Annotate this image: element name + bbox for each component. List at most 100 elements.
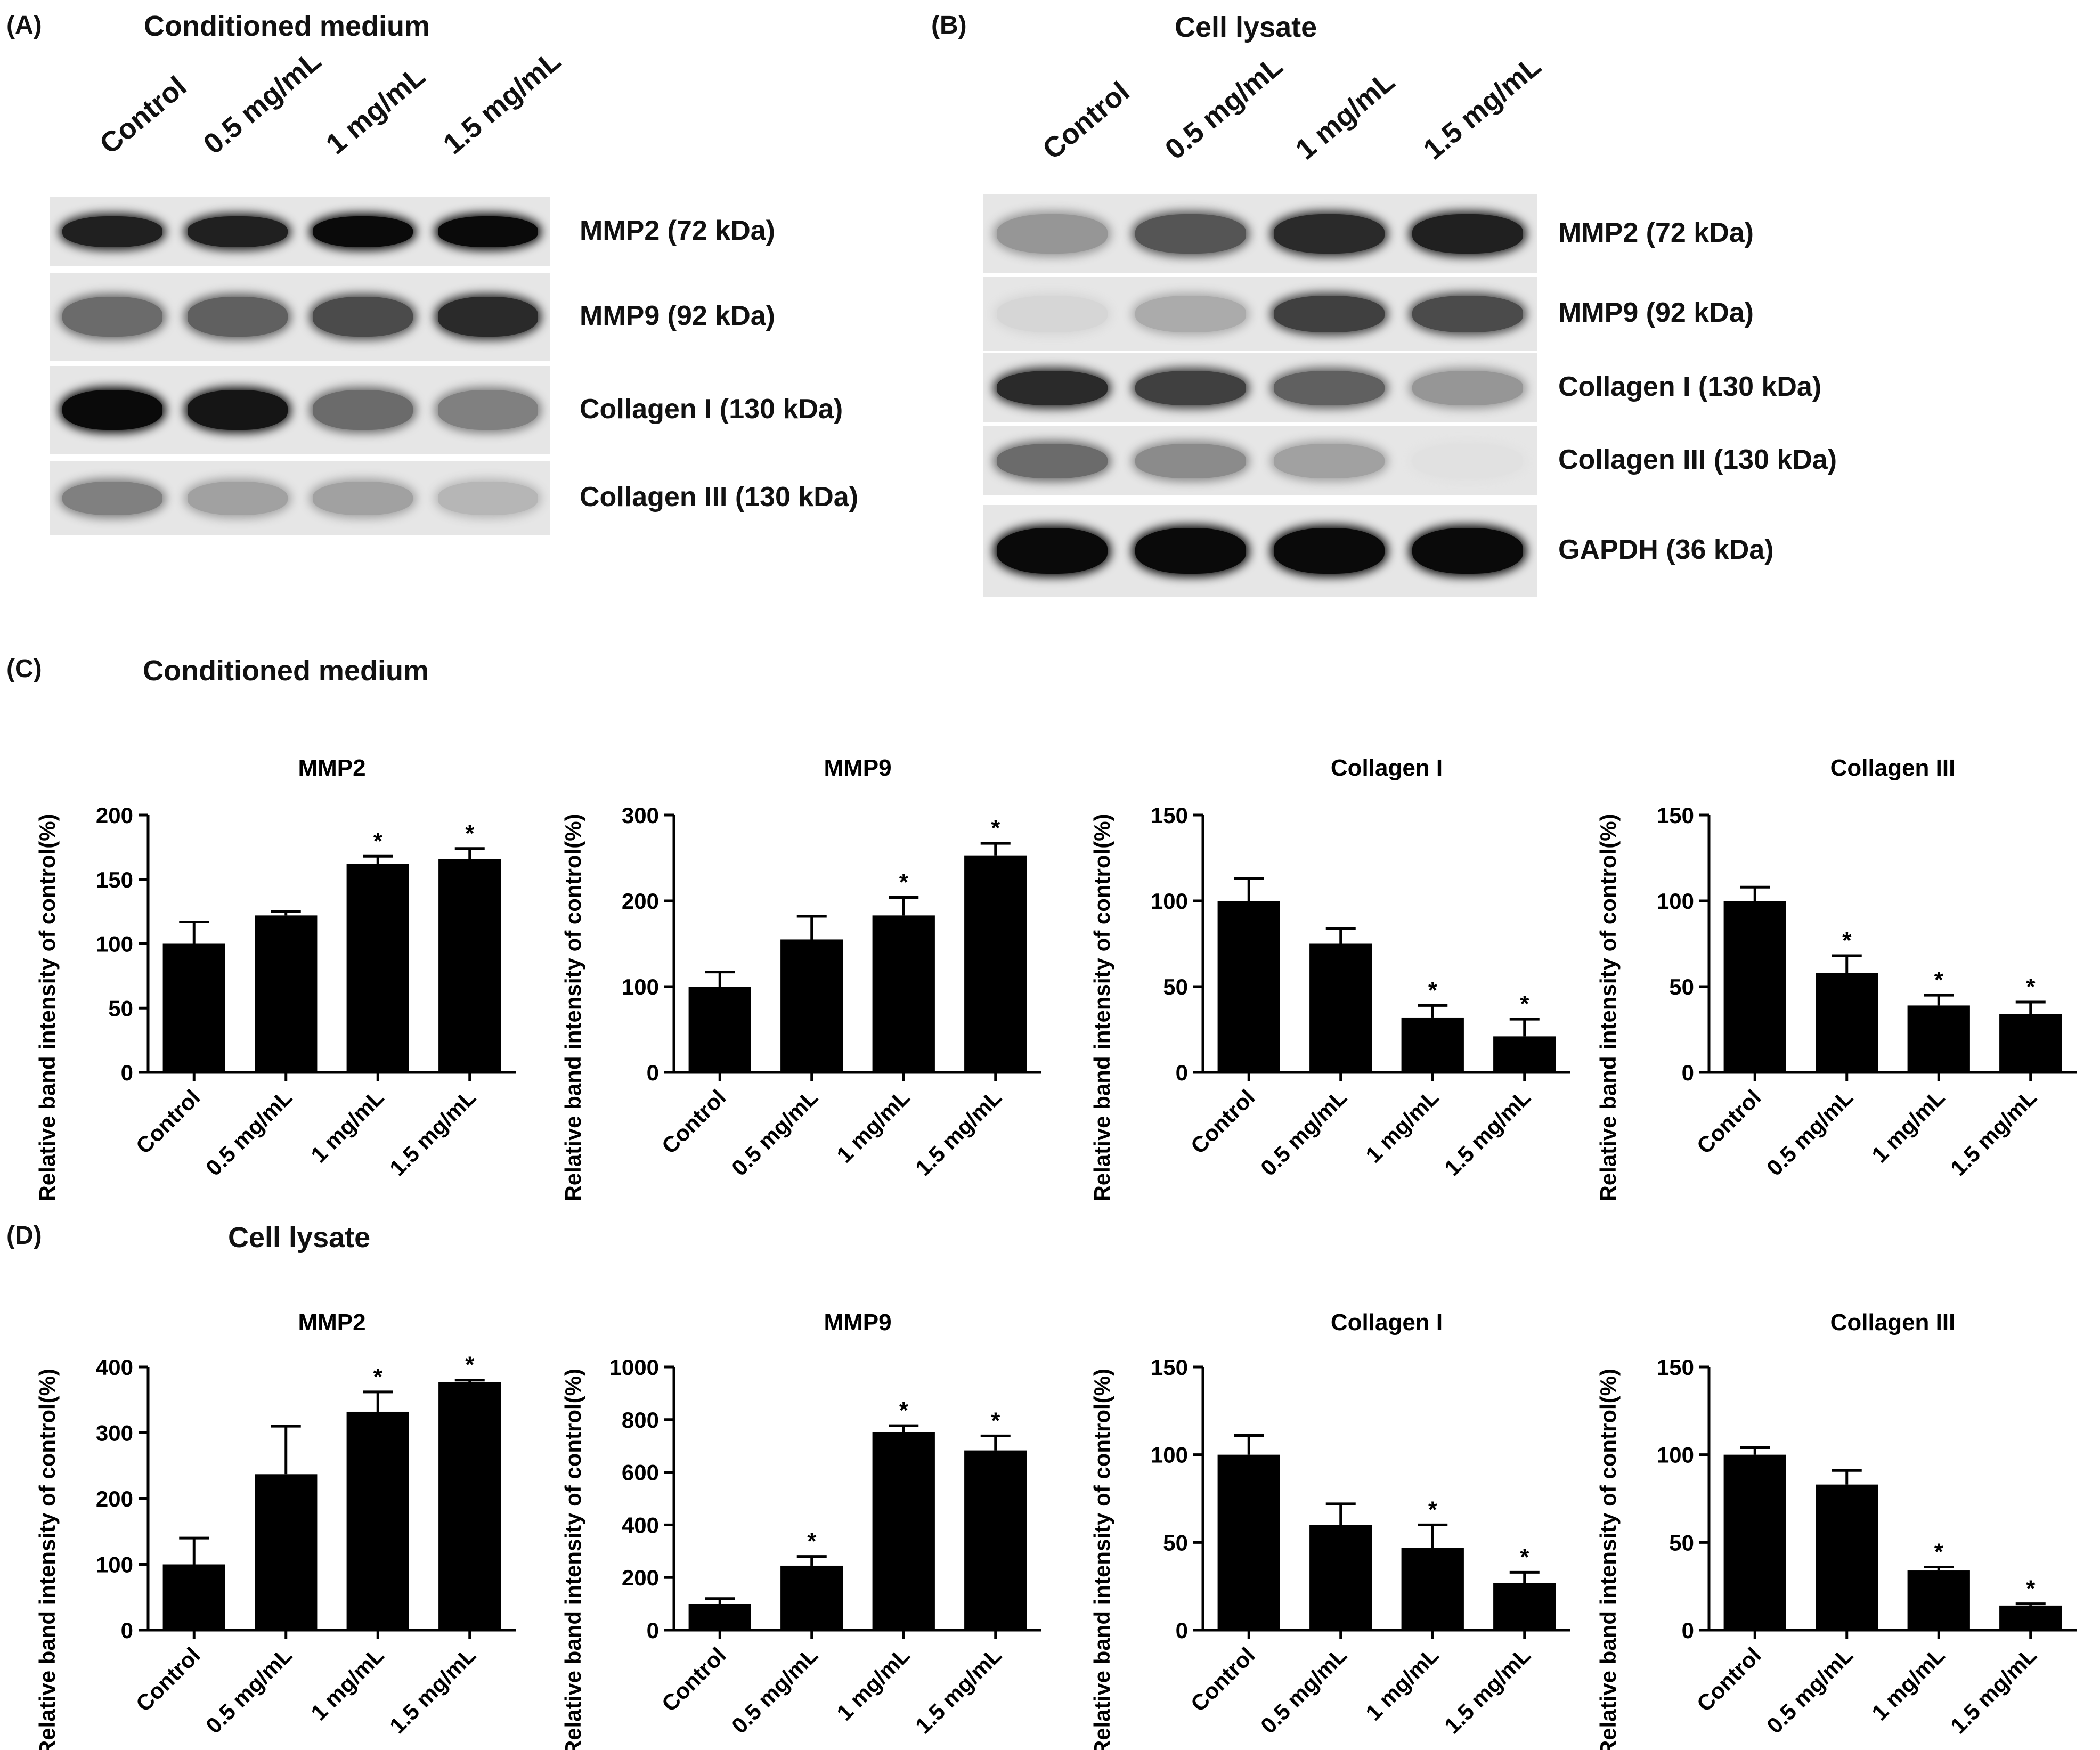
blot-band: [62, 297, 162, 337]
blot-band: [187, 216, 288, 248]
bar: [1907, 1005, 1970, 1072]
significance-marker: *: [899, 1397, 909, 1423]
blot-band: [1412, 370, 1523, 405]
blot-strip: [983, 277, 1537, 351]
x-tick-label: 0.5 mg/mL: [727, 1642, 823, 1738]
significance-marker: *: [807, 1528, 817, 1554]
bar: [1309, 1525, 1372, 1630]
blot-band: [1274, 370, 1385, 405]
chart-title: Collagen III: [1830, 1309, 1956, 1336]
blot-band: [1135, 295, 1246, 332]
x-tick-label: 0.5 mg/mL: [1762, 1642, 1858, 1738]
y-tick-label: 100: [96, 1552, 133, 1577]
y-tick-label: 150: [96, 867, 133, 892]
bar: [1309, 943, 1372, 1072]
y-tick-label: 200: [96, 803, 133, 828]
y-tick-label: 150: [1151, 1355, 1188, 1380]
blot-band: [1135, 443, 1246, 478]
x-tick-label: 1 mg/mL: [306, 1085, 388, 1167]
y-tick-label: 50: [1163, 974, 1188, 999]
blot-band: [312, 297, 413, 337]
y-tick-label: 0: [1176, 1060, 1188, 1085]
panel-d-title: Cell lysate: [228, 1222, 371, 1254]
chart-title: MMP2: [298, 755, 365, 781]
y-tick-label: 100: [1657, 1443, 1694, 1468]
significance-marker: *: [465, 1352, 475, 1378]
bar: [872, 1432, 935, 1630]
y-axis-label: Relative band intensity of control(%): [1596, 813, 1621, 1201]
y-tick-label: 150: [1151, 803, 1188, 828]
blot-band: [1412, 443, 1523, 478]
bar: [1816, 973, 1878, 1072]
y-tick-label: 100: [1657, 889, 1694, 914]
significance-marker: *: [991, 1407, 1000, 1434]
bar: [1723, 901, 1786, 1072]
blot-band: [437, 297, 538, 337]
chart-title: Collagen III: [1830, 755, 1956, 781]
significance-marker: *: [2026, 974, 2036, 1000]
significance-marker: *: [1842, 927, 1852, 954]
blot-band: [997, 295, 1108, 332]
blot-band: [997, 528, 1108, 574]
x-tick-label: Control: [131, 1642, 205, 1716]
y-axis-label: Relative band intensity of control(%): [1089, 813, 1114, 1201]
bar: [255, 915, 318, 1072]
blot-band: [62, 481, 162, 515]
x-tick-label: 1.5 mg/mL: [385, 1642, 481, 1738]
y-tick-label: 400: [622, 1512, 659, 1537]
bar: [1816, 1484, 1878, 1630]
x-tick-label: 1.5 mg/mL: [1946, 1642, 2041, 1738]
blot-band: [62, 390, 162, 430]
y-tick-label: 0: [121, 1618, 133, 1643]
y-axis-label: Relative band intensity of control(%): [1089, 1369, 1114, 1750]
blot-band: [1274, 214, 1385, 254]
blot-band: [312, 390, 413, 430]
x-tick-label: 1 mg/mL: [1867, 1642, 1949, 1725]
blot-strip: [983, 426, 1537, 495]
blot-strip: [50, 461, 550, 535]
chart-title: MMP9: [824, 1309, 891, 1336]
x-tick-label: Control: [1186, 1085, 1260, 1159]
bar: [688, 1604, 751, 1630]
blot-band: [437, 216, 538, 248]
y-tick-label: 300: [96, 1421, 133, 1446]
y-tick-label: 1000: [609, 1355, 659, 1380]
x-tick-label: 1 mg/mL: [1867, 1085, 1949, 1167]
x-tick-label: 0.5 mg/mL: [727, 1085, 823, 1181]
blot-band: [312, 216, 413, 248]
x-tick-label: 1 mg/mL: [1361, 1642, 1443, 1725]
bar: [438, 1382, 501, 1630]
x-tick-label: 1 mg/mL: [832, 1642, 914, 1725]
blot-band: [1412, 214, 1523, 254]
y-tick-label: 300: [622, 803, 659, 828]
significance-marker: *: [899, 869, 909, 896]
blot-band: [312, 481, 413, 515]
significance-marker: *: [465, 820, 475, 846]
panel-b-blot: Control 0.5 mg/mL 1 mg/mL 1.5 mg/mL MMP2 (72…: [0, 0, 2100, 613]
chart-title: MMP9: [824, 755, 891, 781]
blot-band: [997, 443, 1108, 478]
panel-c-letter: (C): [6, 655, 42, 683]
blot-strip: [50, 273, 550, 361]
significance-marker: *: [991, 815, 1000, 841]
blot-label: Collagen III (130 kDa): [580, 482, 859, 512]
significance-marker: *: [373, 828, 383, 854]
y-tick-label: 200: [622, 889, 659, 914]
y-tick-label: 0: [1682, 1618, 1694, 1643]
x-tick-label: Control: [131, 1085, 205, 1159]
bar: [438, 859, 501, 1072]
y-tick-label: 100: [1151, 889, 1188, 914]
significance-marker: *: [373, 1364, 383, 1390]
bar: [162, 1564, 225, 1630]
y-tick-label: 800: [622, 1407, 659, 1432]
blot-label: Collagen III (130 kDa): [1558, 444, 1837, 475]
bar: [346, 864, 409, 1072]
blot-label: Collagen I (130 kDa): [1558, 371, 1822, 402]
blot-band: [1135, 370, 1246, 405]
chart-title: Collagen I: [1331, 1309, 1443, 1336]
y-tick-label: 50: [1669, 974, 1694, 999]
x-tick-label: 1.5 mg/mL: [1946, 1085, 2041, 1181]
bar: [346, 1411, 409, 1630]
blot-band: [437, 481, 538, 515]
